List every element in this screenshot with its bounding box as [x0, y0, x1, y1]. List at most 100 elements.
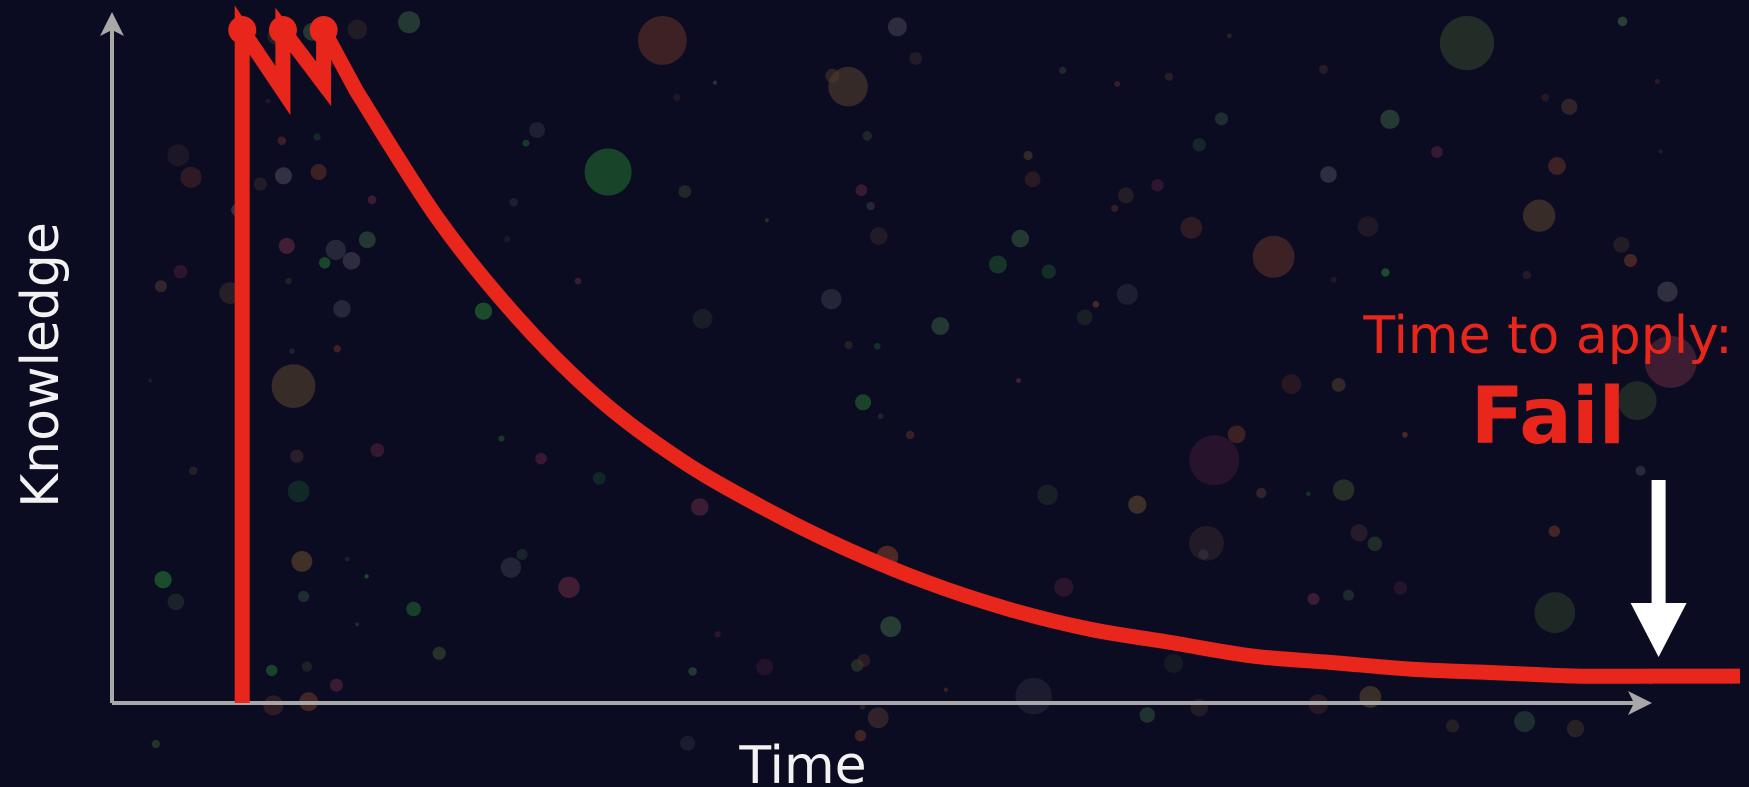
bokeh-dot: [1514, 711, 1536, 732]
bokeh-dot: [263, 695, 284, 716]
bokeh-dot: [1554, 406, 1567, 420]
bokeh-dot: [855, 394, 872, 411]
bokeh-dot: [691, 498, 709, 516]
bokeh-dot: [870, 227, 888, 245]
bokeh-dot: [825, 68, 840, 83]
bokeh-dot: [931, 317, 950, 335]
bokeh-dot: [1227, 425, 1246, 444]
bokeh-dot: [1198, 549, 1209, 560]
bokeh-dot: [887, 17, 907, 37]
bokeh-dot: [1164, 654, 1183, 673]
bokeh-dot: [285, 277, 292, 285]
bokeh-dot: [342, 251, 361, 270]
bokeh-dot: [509, 198, 518, 207]
bokeh-dot: [680, 735, 696, 751]
bokeh-dot: [1330, 276, 1337, 283]
bokeh-dot: [265, 98, 271, 104]
bokeh-dot: [1431, 146, 1443, 158]
bokeh-dot: [905, 430, 915, 440]
bokeh-dot: [1151, 179, 1164, 192]
bokeh-dot: [1054, 577, 1074, 597]
bokeh-dot: [522, 139, 530, 147]
bokeh-dot: [988, 255, 1007, 274]
bokeh-dot: [310, 164, 327, 180]
bokeh-dot: [325, 239, 346, 260]
bokeh-dot: [1446, 719, 1459, 733]
bokeh-dot: [406, 601, 421, 617]
bokeh-dot: [1657, 281, 1678, 302]
bokeh-dot: [1180, 216, 1203, 239]
bokeh-dot: [358, 231, 376, 249]
bokeh-dot: [1281, 374, 1302, 394]
down-arrow-icon: [1630, 480, 1687, 657]
bokeh-dot: [148, 378, 153, 383]
bokeh-dot: [1548, 525, 1561, 537]
bokeh-dot: [678, 185, 692, 198]
bokeh-dot: [173, 264, 188, 279]
bokeh-dot: [291, 551, 313, 572]
bokeh-dot: [859, 704, 866, 710]
bokeh-dot: [1015, 677, 1052, 715]
bokeh-dot: [1534, 592, 1576, 634]
y-axis-label: Knowledge: [11, 222, 71, 508]
bokeh-dot: [1566, 719, 1585, 738]
bokeh-dot: [278, 237, 295, 254]
peak-marker-3: [309, 16, 338, 44]
bokeh-dot: [1617, 16, 1628, 27]
fail-annotation: Time to apply: Fail: [1362, 306, 1733, 657]
bokeh-dot: [1381, 268, 1390, 277]
bokeh-dot: [151, 739, 160, 749]
bokeh-dot: [880, 616, 902, 638]
bokeh-dot: [529, 122, 545, 138]
bokeh-dot: [1522, 270, 1532, 280]
bokeh-dot: [592, 472, 606, 485]
bokeh-dot: [289, 348, 295, 354]
bokeh-dot: [1320, 166, 1337, 183]
bokeh-dot: [167, 593, 185, 611]
bokeh-dot: [851, 659, 864, 672]
bokeh-dot: [1523, 199, 1556, 232]
bokeh-dot: [1635, 465, 1646, 476]
bokeh-dot: [1644, 335, 1697, 388]
annotation-fail: Fail: [1471, 372, 1626, 462]
bokeh-dot: [756, 658, 774, 676]
bokeh-dot: [1307, 593, 1320, 605]
bokeh-dot: [844, 341, 853, 350]
bokeh-dot: [1227, 33, 1232, 39]
bokeh-dot: [1139, 707, 1156, 723]
bokeh-dot: [1023, 150, 1033, 161]
x-axis-arrowhead: [1628, 691, 1652, 715]
bokeh-dot: [855, 184, 868, 196]
bokeh-dot: [344, 556, 350, 562]
bokeh-dot: [1215, 112, 1228, 126]
bokeh-dot: [1318, 64, 1329, 74]
bokeh-dot: [266, 664, 278, 677]
bokeh-dot: [1016, 378, 1022, 384]
bokeh-dot: [275, 167, 292, 185]
bokeh-dot: [516, 549, 528, 561]
bokeh-dot: [1037, 484, 1058, 506]
bokeh-dot: [1024, 171, 1041, 188]
peak-marker-1: [228, 16, 257, 44]
bokeh-dot: [364, 574, 369, 579]
bokeh-dot: [1357, 216, 1379, 237]
bokeh-dot: [398, 11, 421, 34]
bokeh-dot: [857, 654, 871, 668]
bokeh-dot: [333, 345, 341, 353]
bokeh-dot: [867, 707, 889, 729]
bokeh-dot: [821, 288, 842, 310]
bokeh-dot: [500, 557, 522, 578]
bokeh-dot: [474, 302, 493, 320]
bokeh-dot: [1541, 93, 1550, 102]
bokeh-dot: [188, 466, 198, 476]
bokeh-dot: [874, 342, 881, 350]
axes: [100, 12, 1652, 715]
bokeh-dot: [535, 452, 547, 465]
bokeh-dot: [290, 449, 304, 463]
bokeh-dot: [319, 257, 331, 269]
bokeh-dot: [1380, 109, 1400, 129]
bokeh-dot: [1192, 138, 1206, 152]
bokeh-dot: [1439, 15, 1495, 71]
bokeh-dot: [862, 131, 872, 141]
